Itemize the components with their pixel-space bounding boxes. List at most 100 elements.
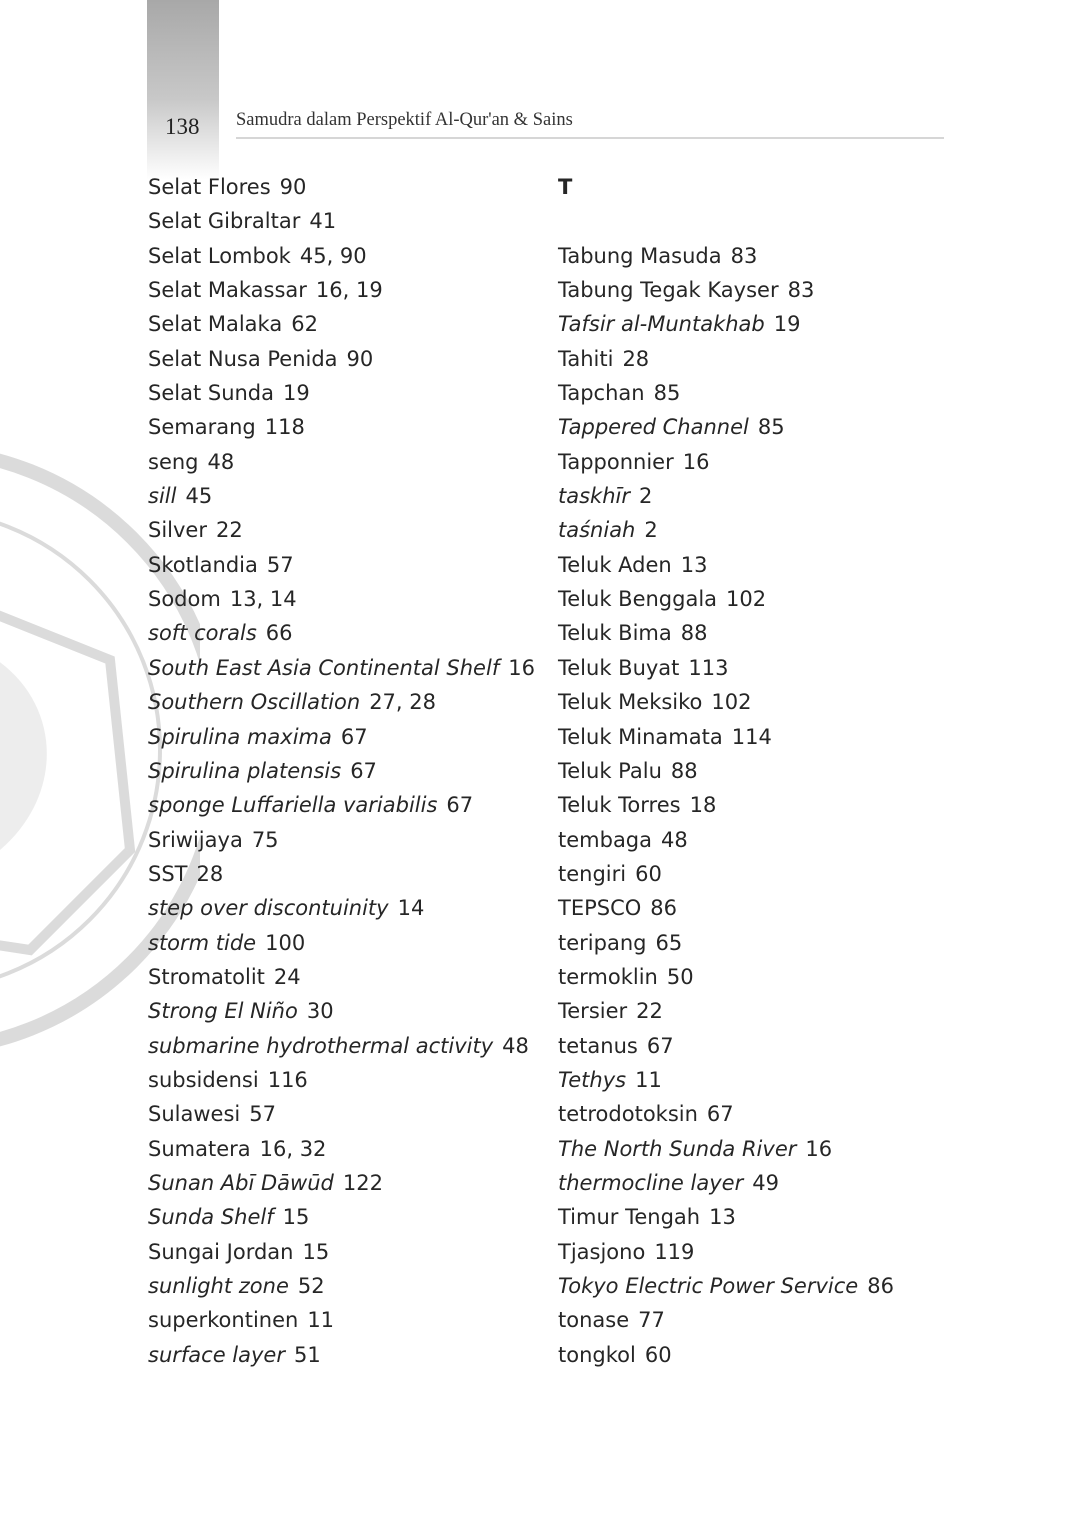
index-term: Sumatera xyxy=(148,1136,251,1161)
index-entry: SST 28 xyxy=(148,859,535,893)
index-pages: 15 xyxy=(282,1205,310,1230)
index-pages: 113 xyxy=(688,655,729,680)
index-entry: tongkol 60 xyxy=(558,1340,894,1374)
index-pages: 102 xyxy=(726,587,767,612)
index-entry: Timur Tengah 13 xyxy=(558,1202,894,1236)
index-term: SST xyxy=(148,861,188,886)
watermark-seal xyxy=(0,453,200,1047)
index-pages: 88 xyxy=(670,758,698,783)
index-pages: 86 xyxy=(867,1274,894,1298)
index-pages: 19 xyxy=(773,312,801,337)
index-entry: superkontinen 11 xyxy=(148,1305,535,1339)
index-pages: 116 xyxy=(267,1067,308,1092)
index-entry: Teluk Torres 18 xyxy=(558,790,894,824)
index-term: Tabung Tegak Kayser xyxy=(558,278,779,303)
index-entry: Skotlandia 57 xyxy=(148,550,535,584)
index-entry: Stromatolit 24 xyxy=(148,962,535,996)
index-term: Tokyo Electric Power Service xyxy=(558,1274,859,1298)
index-entry: Teluk Benggala 102 xyxy=(558,584,894,618)
index-entry: taskhīr 2 xyxy=(558,481,894,515)
index-pages: 85 xyxy=(653,381,681,406)
index-term: Teluk Buyat xyxy=(558,655,680,680)
index-pages: 119 xyxy=(654,1239,695,1264)
index-pages: 122 xyxy=(342,1170,383,1195)
index-entry: Teluk Minamata 114 xyxy=(558,722,894,756)
index-entry: Tahiti 28 xyxy=(558,344,894,378)
index-pages: 67 xyxy=(350,758,377,783)
index-entry: Tabung Tegak Kayser 83 xyxy=(558,275,894,309)
index-pages: 65 xyxy=(655,930,683,955)
index-term: TEPSCO xyxy=(558,896,642,921)
index-term: Selat Gibraltar xyxy=(148,209,301,234)
page-number: 138 xyxy=(165,114,200,139)
index-pages: 114 xyxy=(731,724,772,749)
index-entry: tembaga 48 xyxy=(558,825,894,859)
index-term: Tahiti xyxy=(558,346,614,371)
index-entry: Tethys 11 xyxy=(558,1065,894,1099)
index-entry: Sumatera 16, 32 xyxy=(148,1134,535,1168)
index-term: Silver xyxy=(148,518,207,543)
index-pages: 60 xyxy=(635,861,662,886)
index-pages: 102 xyxy=(711,690,752,715)
index-entry: thermocline layer 49 xyxy=(558,1168,894,1202)
index-pages: 83 xyxy=(787,278,815,303)
index-entry: South East Asia Continental Shelf 16 xyxy=(148,653,535,687)
index-term: Tappered Channel xyxy=(558,415,749,440)
index-pages: 100 xyxy=(265,930,306,955)
index-pages: 51 xyxy=(293,1342,321,1367)
index-entry: Sodom 13, 14 xyxy=(148,584,535,618)
index-term: Selat Nusa Penida xyxy=(148,346,338,371)
page-tab xyxy=(147,0,219,180)
index-term: surface layer xyxy=(148,1342,285,1367)
index-term: Tjasjono xyxy=(558,1239,646,1264)
index-term: Tabung Masuda xyxy=(558,243,722,268)
index-pages: 118 xyxy=(264,415,305,440)
index-entry: Tokyo Electric Power Service 86 xyxy=(558,1271,894,1305)
index-entry: Tafsir al-Muntakhab 19 xyxy=(558,309,894,343)
index-pages: 67 xyxy=(340,724,368,749)
index-entry: Selat Lombok 45, 90 xyxy=(148,241,535,275)
index-term: Teluk Minamata xyxy=(558,724,723,749)
index-term: tetrodotoksin xyxy=(558,1102,698,1127)
index-term: Sungai Jordan xyxy=(148,1239,294,1264)
index-term: subsidensi xyxy=(148,1067,259,1092)
index-pages: 41 xyxy=(309,209,337,234)
index-term: South East Asia Continental Shelf xyxy=(148,655,500,680)
index-pages: 16 xyxy=(508,655,535,680)
index-entry: Teluk Bima 88 xyxy=(558,618,894,652)
index-term: termoklin xyxy=(558,964,658,989)
index-term: Selat Flores xyxy=(148,175,271,199)
index-entry: Semarang 118 xyxy=(148,412,535,446)
index-entry: submarine hydrothermal activity 48 xyxy=(148,1031,535,1065)
index-pages: 16, 32 xyxy=(259,1136,327,1161)
index-term: sunlight zone xyxy=(148,1274,289,1298)
index-term: Tapchan xyxy=(558,381,645,406)
index-entry: storm tide 100 xyxy=(148,928,535,962)
index-term: Teluk Meksiko xyxy=(558,690,703,715)
index-term: tongkol xyxy=(558,1342,636,1367)
index-entry: subsidensi 116 xyxy=(148,1065,535,1099)
index-entry: Teluk Buyat 113 xyxy=(558,653,894,687)
index-term: Sunda Shelf xyxy=(148,1205,274,1230)
index-column-right: T Tabung Masuda 83 Tabung Tegak Kayser 83 Ta… xyxy=(558,172,894,1374)
index-entry: Strong El Niño 30 xyxy=(148,996,535,1030)
index-term: Teluk Palu xyxy=(558,758,662,783)
index-term: Strong El Niño xyxy=(148,999,298,1024)
index-entry: taśniah 2 xyxy=(558,515,894,549)
index-term: thermocline layer xyxy=(558,1170,744,1195)
index-entry: Sulawesi 57 xyxy=(148,1099,535,1133)
index-entry: Tjasjono 119 xyxy=(558,1237,894,1271)
index-entry: sunlight zone 52 xyxy=(148,1271,535,1305)
index-entry: TEPSCO 86 xyxy=(558,893,894,927)
index-term: taskhīr xyxy=(558,484,630,509)
index-pages: 28 xyxy=(196,861,224,886)
index-term: Stromatolit xyxy=(148,964,265,989)
index-pages: 16 xyxy=(682,449,710,474)
index-pages: 28 xyxy=(622,346,650,371)
index-term: Teluk Bima xyxy=(558,621,672,646)
index-entry: tetrodotoksin 67 xyxy=(558,1099,894,1133)
index-entry: sponge Luffariella variabilis 67 xyxy=(148,790,535,824)
index-term: storm tide xyxy=(148,930,257,955)
index-entry: tonase 77 xyxy=(558,1305,894,1339)
index-entry: Sunan Abī Dāwūd 122 xyxy=(148,1168,535,1202)
